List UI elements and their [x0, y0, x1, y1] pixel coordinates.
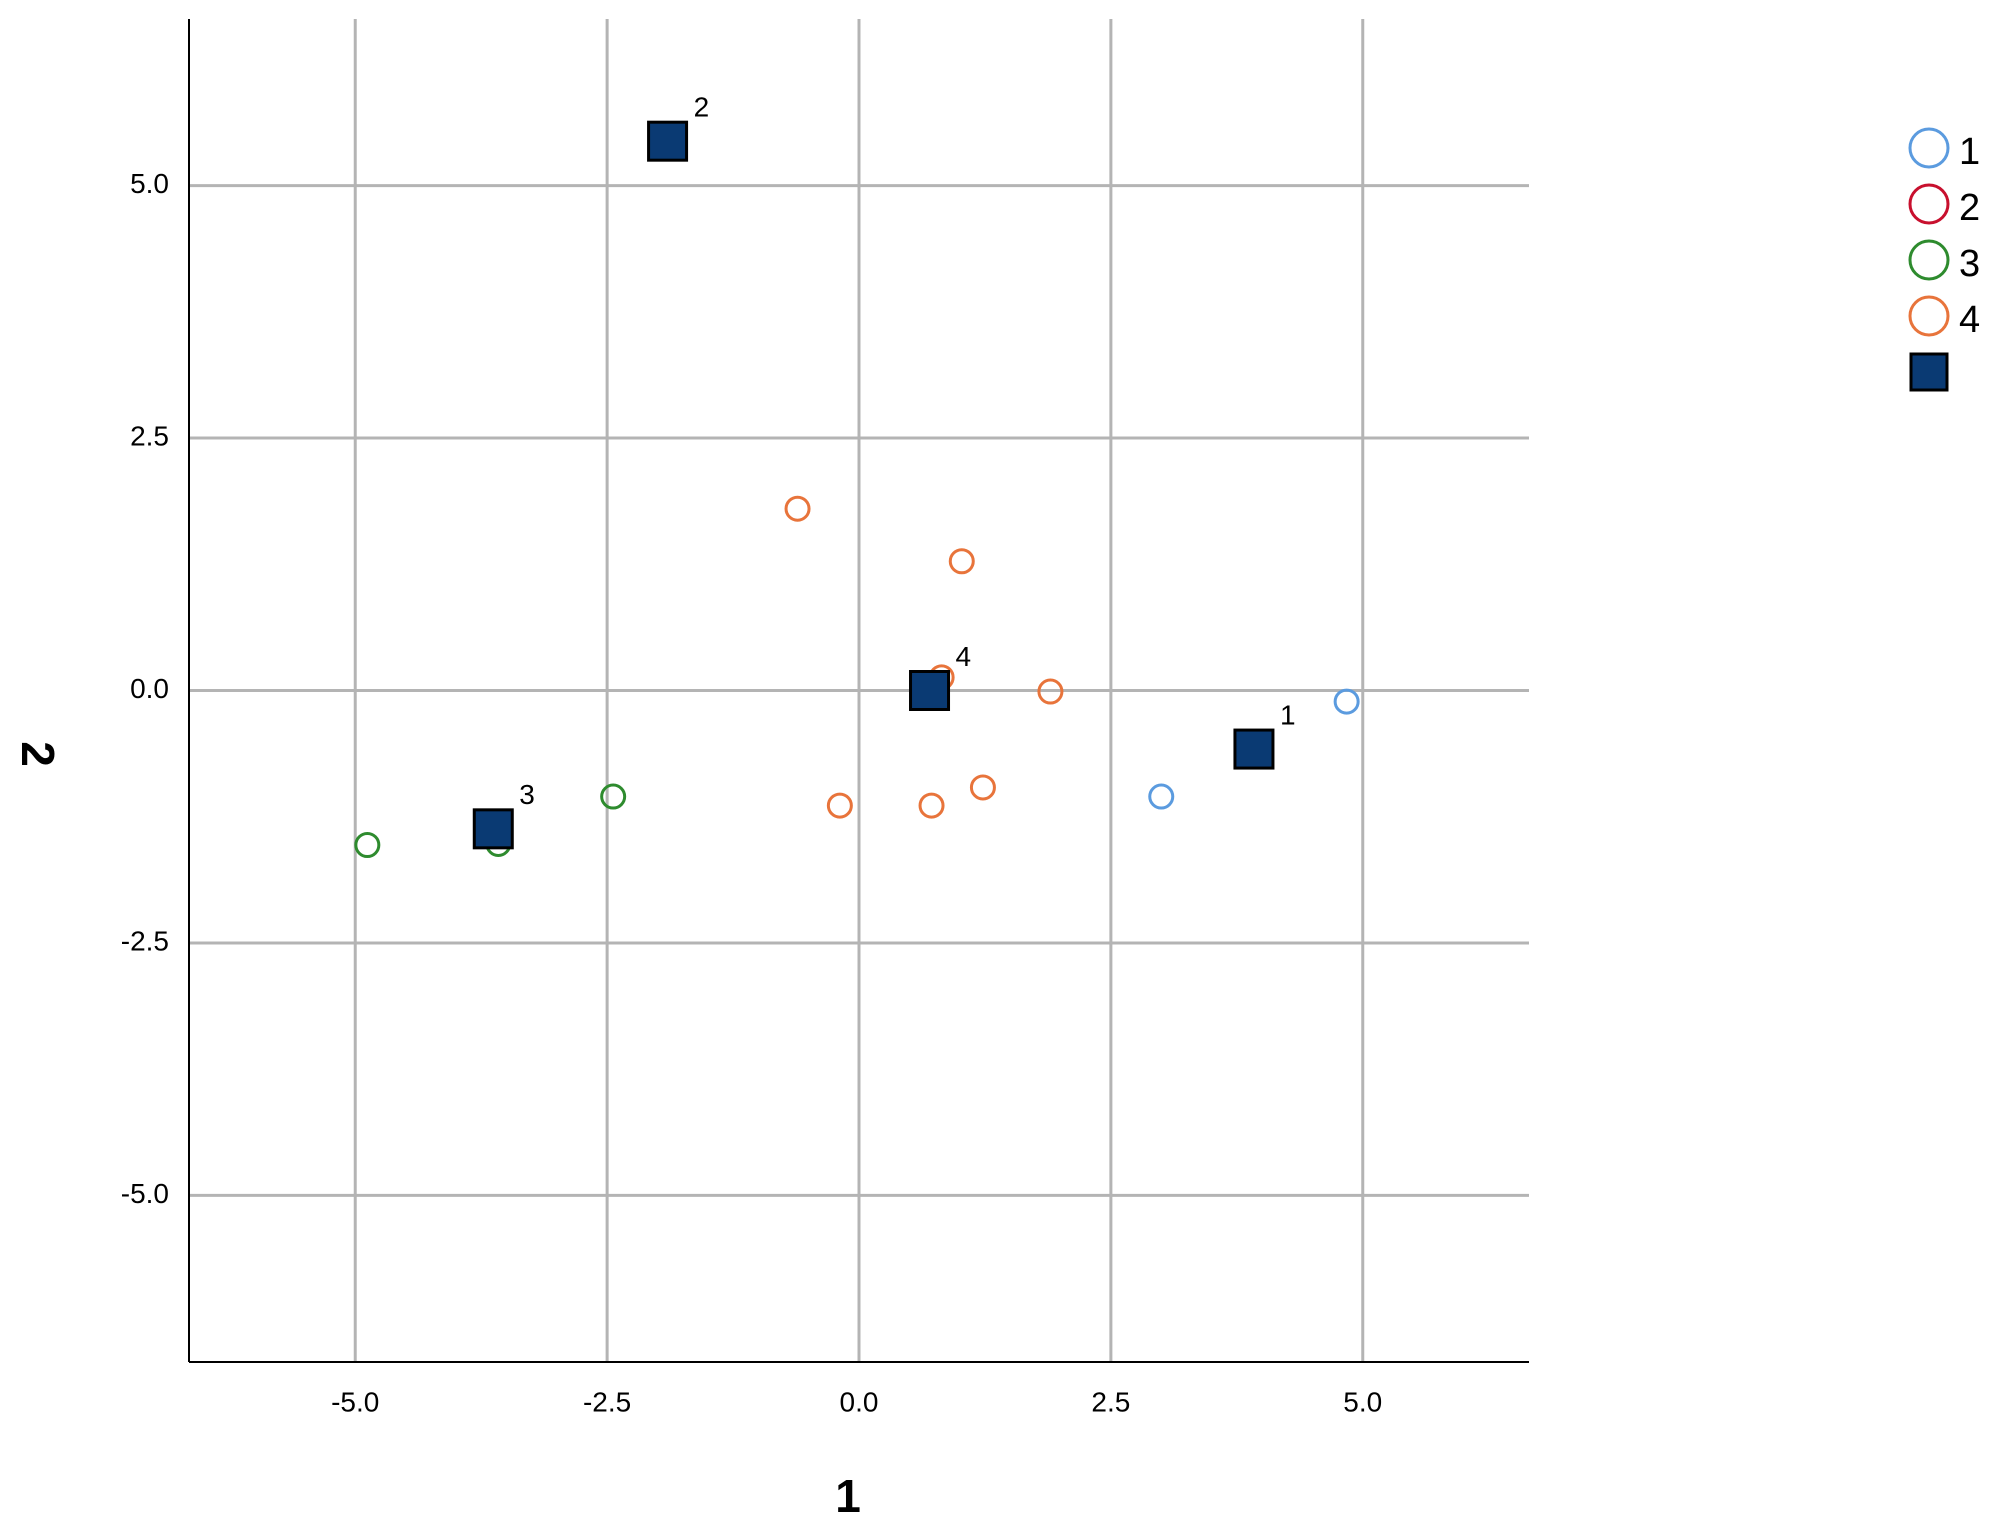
point: [354, 831, 381, 858]
x-tick-label: 2.5: [1091, 1386, 1130, 1417]
centroid-label: 3: [519, 779, 535, 810]
legend-label: 2: [1959, 187, 1980, 229]
centroid: [1233, 728, 1275, 770]
x-tick-label: -5.0: [331, 1386, 379, 1417]
x-tick-label: 0.0: [840, 1386, 879, 1417]
legend-label: 1: [1959, 131, 1980, 173]
y-tick-label: 5.0: [130, 168, 169, 199]
centroid-label: 2: [694, 92, 710, 123]
point: [1148, 783, 1175, 810]
y-tick-label: -2.5: [121, 925, 169, 956]
centroid: [647, 120, 689, 162]
point: [948, 548, 975, 575]
x-tick-label: -2.5: [583, 1386, 631, 1417]
y-tick-label: 2.5: [130, 420, 169, 451]
centroid: [909, 670, 951, 711]
point: [969, 774, 996, 801]
x-tick-label: 5.0: [1343, 1386, 1382, 1417]
centroid: [472, 808, 514, 850]
legend-marker: [1908, 295, 1950, 337]
x-axis-title: 1: [835, 1470, 861, 1522]
legend-label: 4: [1959, 299, 1980, 341]
legend-marker: [1908, 183, 1950, 225]
legend-marker: [1908, 239, 1950, 281]
point: [1037, 678, 1064, 705]
y-tick-label: -5.0: [121, 1178, 169, 1209]
centroid-label: 4: [956, 641, 972, 672]
point: [600, 783, 627, 810]
y-tick-label: 0.0: [130, 673, 169, 704]
point: [918, 792, 945, 819]
point: [1333, 688, 1360, 715]
legend-label: 3: [1959, 243, 1980, 285]
legend-marker: [1908, 127, 1950, 169]
legend-marker: [1909, 352, 1949, 392]
centroid-label: 1: [1280, 699, 1296, 730]
point: [826, 792, 853, 819]
y-axis-title: 2: [12, 741, 64, 767]
point: [784, 495, 811, 522]
